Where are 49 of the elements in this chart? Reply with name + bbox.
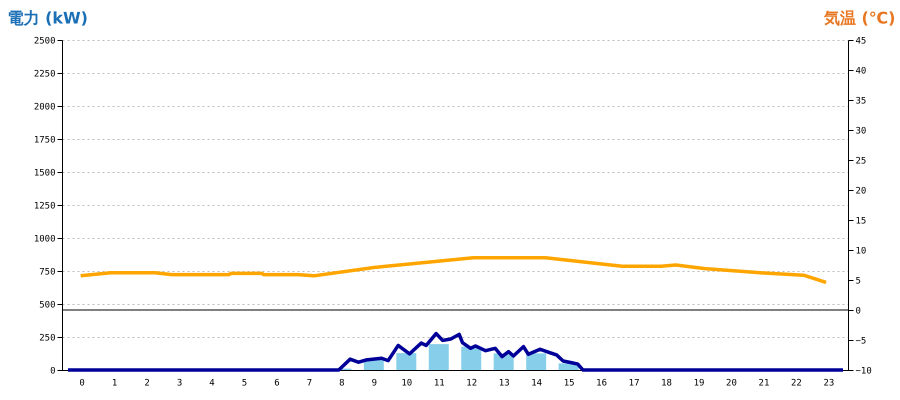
x-tick-label: 2: [144, 378, 150, 388]
x-tick-label: 19: [694, 378, 704, 388]
x-tick-label: 3: [176, 378, 182, 388]
y2-tick-label: 25: [856, 156, 866, 166]
x-tick-label: 0: [79, 378, 85, 388]
y2-tick-label: 0: [856, 306, 861, 316]
y-axis-title: 電力 (kW): [8, 8, 88, 28]
x-tick-label: 9: [372, 378, 378, 388]
x-tick-label: 22: [791, 378, 802, 388]
x-tick-label: 21: [758, 378, 770, 388]
y-tick-label: 1000: [34, 234, 56, 244]
y2-axis-title: 気温 (℃): [822, 8, 896, 28]
y2-tick-label: 15: [856, 216, 866, 226]
y-tick-label: 500: [39, 300, 56, 310]
y2-tick-label: 20: [856, 186, 866, 196]
x-tick-label: 6: [274, 378, 280, 388]
y-tick-label: 2250: [34, 70, 56, 80]
y-tick-label: 2000: [34, 102, 56, 112]
x-tick-label: 4: [209, 378, 215, 388]
y2-tick-label: −5: [856, 336, 866, 346]
x-tick-label: 7: [306, 378, 312, 388]
y2-tick-label: 30: [856, 126, 866, 136]
y2-tick-label: 35: [856, 96, 866, 106]
x-tick-label: 20: [726, 378, 737, 388]
x-tick-label: 12: [466, 378, 478, 388]
y-tick-label: 2500: [34, 36, 56, 46]
y2-tick-label: 40: [856, 66, 866, 76]
x-tick-label: 13: [498, 378, 510, 388]
y2-tick-label: 5: [856, 276, 861, 286]
x-tick-label: 18: [661, 378, 672, 388]
x-tick-label: 10: [401, 378, 412, 388]
x-tick-label: 11: [434, 378, 445, 388]
x-tick-label: 15: [564, 378, 575, 388]
y-tick-label: 750: [39, 268, 56, 278]
x-tick-label: 1: [112, 378, 118, 388]
y-tick-label: 1500: [34, 168, 56, 178]
y-tick-label: 1750: [34, 136, 56, 146]
x-tick-label: 5: [242, 378, 248, 388]
x-tick-label: 17: [628, 378, 640, 388]
x-tick-label: 23: [823, 378, 834, 388]
y-tick-label: 250: [39, 334, 56, 344]
y-tick-label: 0: [50, 366, 56, 376]
x-tick-label: 16: [596, 378, 608, 388]
y2-tick-label: −10: [856, 366, 872, 376]
x-tick-label: 14: [531, 378, 542, 388]
x-tick-label: 8: [339, 378, 345, 388]
y2-tick-label: 45: [856, 36, 866, 46]
y-tick-label: 1250: [34, 202, 56, 212]
y2-tick-label: 10: [856, 246, 866, 256]
